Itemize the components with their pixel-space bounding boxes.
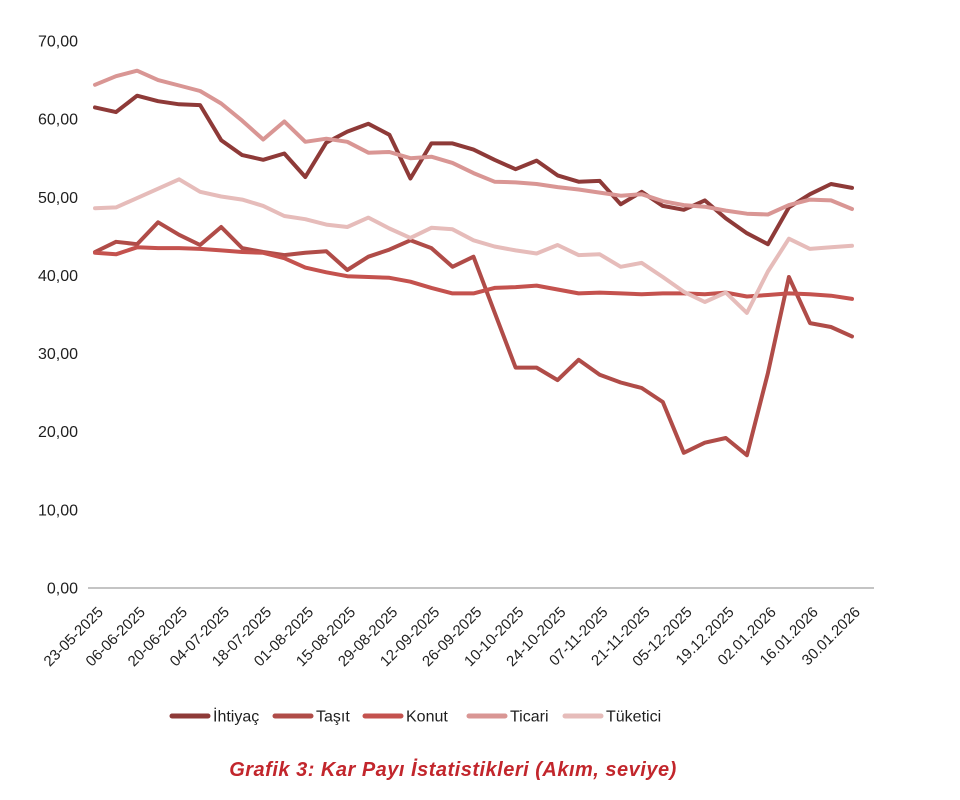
y-tick-label: 30,00 <box>38 346 78 363</box>
series-line-i̇htiyaç <box>93 93 854 247</box>
y-tick-label: 50,00 <box>38 190 78 207</box>
series-line-ticari <box>93 68 854 217</box>
chart-title: Grafik 3: Kar Payı İstatistikleri (Akım,… <box>229 758 677 781</box>
y-tick-label: 60,00 <box>38 112 78 129</box>
plot-lines <box>93 68 854 458</box>
legend-label-i̇htiyaç: İhtiyaç <box>213 707 259 726</box>
legend-label-ticari: Ticari <box>510 709 549 726</box>
series-line-taşıt <box>93 220 854 458</box>
legend-label-konut: Konut <box>406 709 448 726</box>
legend: İhtiyaç Taşıt Konut Ticari Tüketici <box>169 707 661 726</box>
y-tick-label: 0,00 <box>47 581 78 598</box>
x-axis: 23-05-202506-06-202520-06-202504-07-2025… <box>41 604 864 670</box>
legend-label-taşıt: Taşıt <box>316 709 350 726</box>
y-tick-label: 10,00 <box>38 502 78 519</box>
y-tick-label: 20,00 <box>38 424 78 441</box>
legend-label-tüketici: Tüketici <box>606 709 661 726</box>
series-line-tüketici <box>93 177 854 315</box>
y-axis: 0,00 10,00 20,00 30,00 40,00 50,00 60,00 70,00 <box>38 33 78 597</box>
y-tick-label: 40,00 <box>38 268 78 285</box>
y-tick-label: 70,00 <box>38 33 78 50</box>
